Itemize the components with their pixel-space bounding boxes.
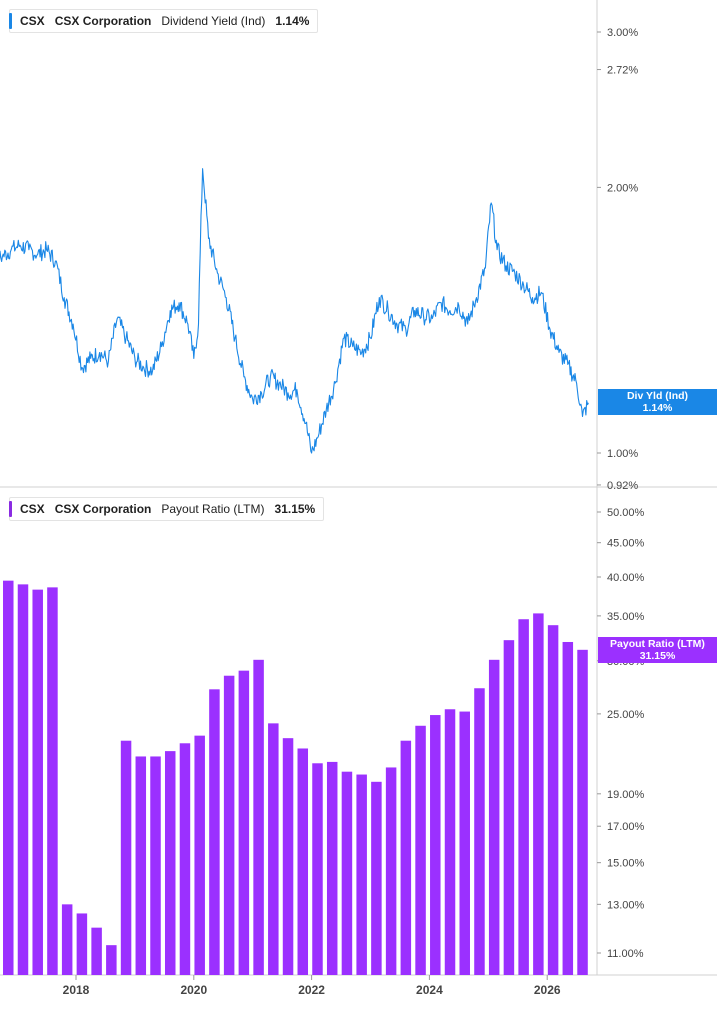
- x-tick-label: 2020: [180, 983, 207, 997]
- legend-company: CSX Corporation: [54, 14, 152, 28]
- payout-y-tick-label: 13.00%: [607, 899, 645, 911]
- payout-ratio-bar: [106, 945, 117, 975]
- x-tick-label: 2022: [298, 983, 325, 997]
- tag-value: 31.15%: [639, 650, 676, 662]
- payout-ratio-bar: [430, 715, 441, 975]
- dividend-yield-line: [0, 168, 589, 454]
- yield-y-tick-label: 1.00%: [607, 448, 638, 460]
- payout-ratio-bar: [503, 640, 515, 975]
- tag-label: Div Yld (Ind): [626, 390, 689, 402]
- payout-ratio-bar: [459, 711, 470, 975]
- payout-y-tick-label: 19.00%: [607, 789, 645, 801]
- payout-ratio-bar: [415, 725, 426, 975]
- payout-ratio-bar: [209, 689, 220, 975]
- yield-y-tick-label: 2.00%: [607, 182, 638, 194]
- payout-ratio-bar: [238, 670, 250, 975]
- payout-ratio-bar: [297, 748, 309, 975]
- payout-ratio-bar: [32, 589, 43, 975]
- payout-y-tick-label: 17.00%: [607, 821, 645, 833]
- legend-company: CSX Corporation: [54, 502, 152, 516]
- payout-ratio-bar: [164, 751, 176, 975]
- payout-ratio-bar: [135, 756, 147, 975]
- payout-ratio-bar: [356, 774, 367, 975]
- x-tick-label: 2018: [63, 983, 90, 997]
- payout-ratio-bar: [547, 625, 559, 975]
- payout-ratio-bar: [577, 649, 588, 975]
- payout-ratio-bar: [518, 619, 529, 975]
- payout-y-tick-label: 11.00%: [607, 948, 644, 960]
- payout-ratio-bar: [150, 756, 161, 975]
- payout-ratio-bar: [533, 613, 544, 975]
- legend-metric: Payout Ratio (LTM): [161, 502, 265, 516]
- payout-ratio-bar: [91, 927, 102, 975]
- payout-ratio-bar: [3, 580, 14, 975]
- payout-y-tick-label: 15.00%: [607, 858, 645, 870]
- payout-ratio-bar: [47, 587, 58, 975]
- payout-ratio-bar: [282, 738, 294, 975]
- payout-ratio-bar: [76, 913, 88, 975]
- payout-y-tick-label: 50.00%: [607, 507, 645, 519]
- payout-ratio-bar: [371, 781, 382, 975]
- x-tick-label: 2026: [534, 983, 561, 997]
- dividend-yield-value-tag: Div Yld (Ind) 1.14%: [598, 389, 717, 415]
- payout-ratio-bar: [61, 904, 73, 975]
- payout-ratio-bar: [194, 735, 205, 975]
- payout-ratio-bar: [253, 659, 264, 975]
- payout-ratio-bar: [385, 767, 397, 975]
- dividend-yield-legend: CSX CSX Corporation Dividend Yield (Ind)…: [9, 9, 319, 33]
- payout-ratio-bar: [179, 743, 191, 975]
- legend-ticker: CSX: [20, 14, 45, 28]
- yield-y-tick-label: 2.72%: [607, 65, 638, 77]
- payout-ratio-bar: [562, 641, 574, 975]
- payout-y-tick-label: 40.00%: [607, 572, 645, 584]
- tag-label: Payout Ratio (LTM): [610, 638, 705, 650]
- payout-y-tick-label: 45.00%: [607, 538, 645, 550]
- yield-y-tick-label: 3.00%: [607, 27, 638, 39]
- payout-ratio-legend-swatch: [9, 501, 12, 517]
- dividend-yield-legend-swatch: [9, 13, 12, 29]
- payout-ratio-bar: [474, 688, 485, 975]
- legend-ticker: CSX: [20, 502, 45, 516]
- legend-value: 1.14%: [275, 14, 310, 28]
- x-tick-label: 2024: [416, 983, 443, 997]
- payout-ratio-bar: [488, 659, 500, 975]
- payout-ratio-bar: [223, 675, 235, 975]
- payout-ratio-bar: [120, 740, 132, 975]
- payout-ratio-bar: [400, 740, 412, 975]
- payout-ratio-bar: [268, 723, 279, 975]
- payout-ratio-bar: [341, 771, 353, 975]
- tag-value: 1.14%: [642, 402, 673, 414]
- yield-y-tick-label: 0.92%: [607, 480, 638, 492]
- legend-value: 31.15%: [274, 502, 316, 516]
- legend-metric: Dividend Yield (Ind): [161, 14, 266, 28]
- payout-ratio-legend: CSX CSX Corporation Payout Ratio (LTM) 3…: [9, 497, 325, 521]
- payout-y-tick-label: 35.00%: [607, 611, 645, 623]
- payout-ratio-bar: [444, 709, 456, 975]
- payout-ratio-bar: [326, 761, 338, 975]
- payout-y-tick-label: 25.00%: [607, 709, 645, 721]
- payout-ratio-bar: [312, 763, 323, 975]
- payout-ratio-value-tag: Payout Ratio (LTM) 31.15%: [598, 637, 717, 663]
- payout-ratio-bar: [17, 584, 29, 975]
